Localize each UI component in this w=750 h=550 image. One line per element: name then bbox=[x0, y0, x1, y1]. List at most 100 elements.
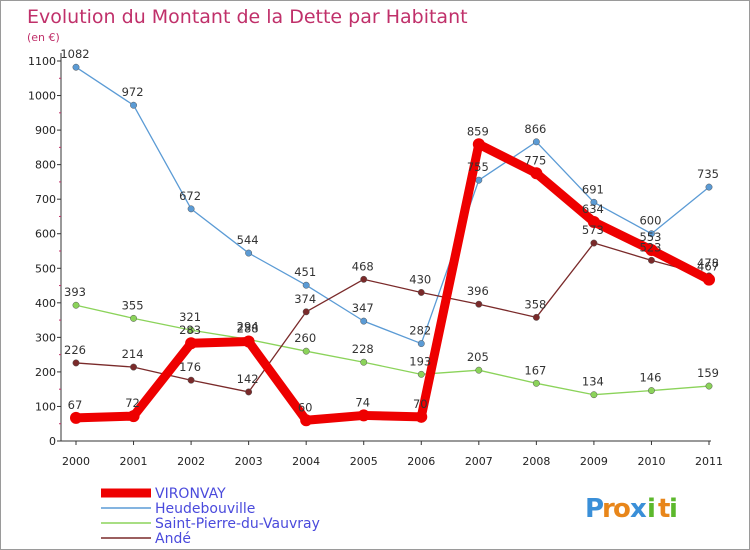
data-label: 866 bbox=[524, 122, 546, 136]
data-label: 67 bbox=[68, 398, 83, 412]
data-label: 393 bbox=[64, 285, 86, 299]
data-label: 735 bbox=[697, 167, 719, 181]
data-point bbox=[705, 183, 713, 191]
y-tick-label: 600 bbox=[35, 228, 56, 241]
series-line bbox=[75, 242, 710, 393]
x-tick-label: 2006 bbox=[407, 455, 435, 468]
legend: VIRONVAYHeudebouvilleSaint-Pierre-du-Vau… bbox=[101, 486, 320, 547]
data-label: 260 bbox=[294, 331, 316, 345]
data-point bbox=[187, 376, 195, 384]
data-point bbox=[130, 314, 137, 322]
logo-letter: i bbox=[669, 494, 678, 524]
y-tick-label: 500 bbox=[35, 262, 56, 275]
data-point bbox=[590, 239, 598, 247]
logo-letter: i bbox=[647, 494, 656, 524]
data-label: 634 bbox=[582, 202, 604, 216]
data-label: 451 bbox=[294, 265, 316, 279]
series-layer bbox=[70, 63, 715, 427]
data-label: 74 bbox=[355, 395, 370, 409]
series-saint-pierre-du-vauvray bbox=[72, 301, 713, 399]
legend-label: VIRONVAY bbox=[155, 486, 226, 502]
data-point bbox=[703, 273, 715, 286]
data-label: 775 bbox=[524, 153, 546, 167]
data-label: 294 bbox=[237, 319, 259, 333]
data-label: 283 bbox=[179, 323, 201, 337]
y-tick-label: 0 bbox=[49, 435, 56, 448]
data-point bbox=[360, 317, 368, 325]
logo-letter: P bbox=[585, 494, 604, 524]
data-label: 374 bbox=[294, 292, 316, 306]
data-point bbox=[127, 410, 140, 423]
data-label: 347 bbox=[352, 301, 374, 315]
logo-letter: x bbox=[630, 494, 647, 524]
data-point bbox=[245, 388, 253, 396]
data-point bbox=[245, 249, 253, 257]
x-tick-label: 2007 bbox=[465, 455, 493, 468]
data-point bbox=[185, 337, 198, 350]
data-point bbox=[360, 358, 368, 366]
logo-letter: t bbox=[658, 494, 670, 524]
x-tick-label: 2001 bbox=[120, 455, 148, 468]
series-line bbox=[75, 66, 710, 345]
chart-unit: (en €) bbox=[27, 31, 60, 44]
data-point bbox=[532, 379, 540, 387]
data-point bbox=[417, 289, 425, 296]
data-point bbox=[530, 167, 543, 180]
data-point bbox=[130, 101, 137, 109]
data-label: 672 bbox=[179, 189, 201, 203]
logo-letter: r bbox=[602, 494, 615, 524]
data-point bbox=[415, 410, 428, 423]
x-tick-label: 2005 bbox=[350, 455, 378, 468]
data-label: 282 bbox=[409, 324, 431, 338]
data-point bbox=[302, 308, 310, 316]
x-tick-label: 2004 bbox=[292, 455, 320, 468]
data-point bbox=[130, 363, 137, 371]
data-point bbox=[72, 359, 80, 367]
data-label: 600 bbox=[639, 214, 661, 228]
data-label: 167 bbox=[524, 363, 546, 377]
data-label: 755 bbox=[467, 160, 489, 174]
data-point bbox=[705, 382, 713, 390]
data-label: 478 bbox=[697, 256, 719, 270]
data-point bbox=[187, 205, 195, 213]
data-point bbox=[302, 281, 310, 289]
series-line bbox=[71, 139, 714, 425]
data-point bbox=[475, 300, 483, 308]
data-point bbox=[72, 63, 80, 71]
data-point bbox=[72, 301, 80, 309]
data-point bbox=[357, 409, 370, 422]
data-labels: 1082 972 672 544 451 347 282 755 866 691 600 735 393… bbox=[60, 47, 719, 414]
y-tick-label: 900 bbox=[35, 124, 56, 137]
series-line bbox=[75, 304, 710, 396]
data-label: 193 bbox=[409, 354, 431, 368]
data-label: 70 bbox=[413, 397, 428, 411]
chart-title: Evolution du Montant de la Dette par Hab… bbox=[27, 6, 468, 28]
data-label: 146 bbox=[639, 371, 661, 385]
x-tick-label: 2011 bbox=[695, 455, 723, 468]
data-label: 553 bbox=[639, 230, 661, 244]
y-tick-label: 200 bbox=[35, 366, 56, 379]
data-label: 226 bbox=[64, 343, 86, 357]
data-label: 523 bbox=[639, 240, 661, 254]
x-tick-label: 2003 bbox=[235, 455, 263, 468]
data-point bbox=[417, 340, 425, 348]
data-point bbox=[648, 256, 655, 264]
data-label: 60 bbox=[298, 400, 313, 414]
data-point bbox=[472, 138, 485, 151]
data-label: 396 bbox=[467, 284, 489, 298]
y-tick-label: 100 bbox=[35, 400, 56, 413]
legend-label: Saint-Pierre-du-Vauvray bbox=[155, 516, 320, 532]
data-label: 972 bbox=[122, 85, 144, 99]
data-point bbox=[587, 215, 600, 228]
y-tick-label: 1100 bbox=[28, 55, 56, 68]
data-label: 691 bbox=[582, 182, 604, 196]
data-label: 859 bbox=[467, 124, 489, 138]
data-label: 205 bbox=[467, 350, 489, 364]
y-tick-label: 800 bbox=[35, 159, 56, 172]
data-label: 288 bbox=[237, 322, 259, 336]
x-tick-label: 2008 bbox=[522, 455, 550, 468]
x-tick-label: 2009 bbox=[580, 455, 608, 468]
x-tick-label: 2000 bbox=[62, 455, 90, 468]
data-label: 573 bbox=[582, 223, 604, 237]
